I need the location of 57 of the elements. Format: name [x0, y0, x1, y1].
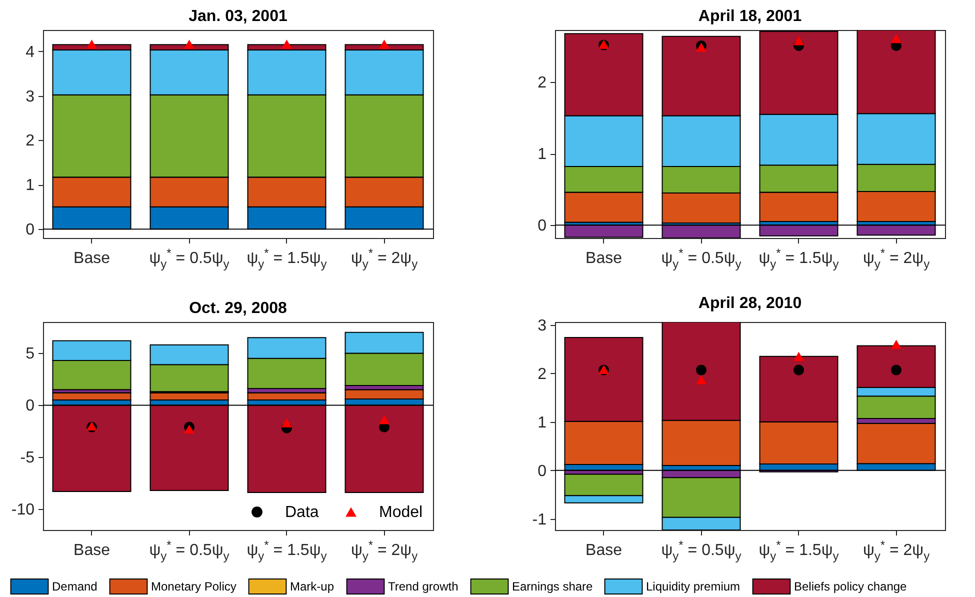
y-tick-label: 0: [538, 462, 547, 480]
point: [794, 352, 804, 361]
y-tick-label: 1: [26, 177, 35, 194]
y-tick-label: 2: [538, 74, 547, 92]
x-tick-label: ψ$_{y}$$^{*}$ = 0.5ψ$_{y}$: [149, 538, 230, 563]
legend-label: Earnings share: [512, 580, 594, 594]
point: [184, 424, 194, 434]
chart-title: April 18, 2001: [698, 8, 802, 25]
x-tick-label: Base: [74, 542, 110, 560]
x-tick-label: Base: [586, 542, 622, 560]
chart-title: April 28, 2010: [698, 294, 802, 312]
y-tick-label: 5: [26, 346, 35, 363]
legend-label: Liquidity premium: [646, 580, 740, 594]
y-tick-label: 0: [538, 218, 547, 235]
point: [696, 375, 706, 384]
x-tick-label: Base: [586, 250, 622, 268]
point: [891, 340, 902, 349]
x-tick-label: ψ$_{y}$$^{*}$ = 1.5ψ$_{y}$: [246, 538, 327, 563]
x-tick-label: ψ$_{y}$$^{*}$ = 2ψ$_{y}$: [350, 246, 418, 271]
chart-title: Oct. 29, 2008: [189, 300, 288, 317]
legend-label: Beliefs policy change: [794, 580, 908, 594]
y-tick-label: -10: [11, 502, 35, 519]
x-tick-label: ψ$_{y}$$^{*}$ = 2ψ$_{y}$: [350, 538, 418, 563]
y-tick-label: -1: [532, 511, 547, 528]
point: [794, 364, 804, 376]
point: [696, 364, 706, 376]
legend-label: Demand: [52, 580, 98, 594]
x-tick-label: ψ$_{y}$$^{*}$ = 1.5ψ$_{y}$: [758, 538, 839, 563]
y-tick-label: 4: [26, 44, 35, 61]
legend-label: Model: [379, 504, 423, 521]
legend-label: Monetary Policy: [151, 580, 236, 594]
bar: [247, 392, 326, 400]
x-tick-label: ψ$_{y}$$^{*}$ = 2ψ$_{y}$: [862, 538, 930, 563]
legend-label: Data: [285, 504, 319, 521]
y-tick-label: -5: [20, 450, 35, 467]
y-tick-label: 0: [26, 398, 35, 415]
point: [891, 364, 902, 376]
y-tick-label: 0: [26, 222, 35, 239]
x-tick-label: ψ$_{y}$$^{*}$ = 0.5ψ$_{y}$: [661, 246, 742, 271]
y-tick-label: 3: [538, 317, 547, 334]
legend-label: Trend growth: [388, 580, 458, 594]
legend-label: Mark-up: [290, 580, 334, 594]
y-tick-label: 3: [26, 88, 35, 106]
x-tick-label: ψ$_{y}$$^{*}$ = 0.5ψ$_{y}$: [149, 246, 230, 271]
x-tick-label: ψ$_{y}$$^{*}$ = 2ψ$_{y}$: [862, 246, 930, 271]
y-tick-label: 1: [538, 414, 547, 432]
y-tick-label: 2: [26, 132, 35, 150]
x-tick-label: ψ$_{y}$$^{*}$ = 1.5ψ$_{y}$: [246, 246, 327, 271]
bar: [52, 392, 132, 400]
point: [282, 418, 292, 428]
y-tick-label: 2: [538, 366, 547, 383]
x-tick-label: Base: [74, 250, 110, 268]
x-tick-label: ψ$_{y}$$^{*}$ = 1.5ψ$_{y}$: [758, 246, 839, 271]
point: [379, 415, 390, 424]
x-tick-label: ψ$_{y}$$^{*}$ = 0.5ψ$_{y}$: [661, 538, 742, 563]
y-tick-label: 1: [538, 146, 547, 164]
chart-title: Jan. 03, 2001: [188, 8, 288, 25]
